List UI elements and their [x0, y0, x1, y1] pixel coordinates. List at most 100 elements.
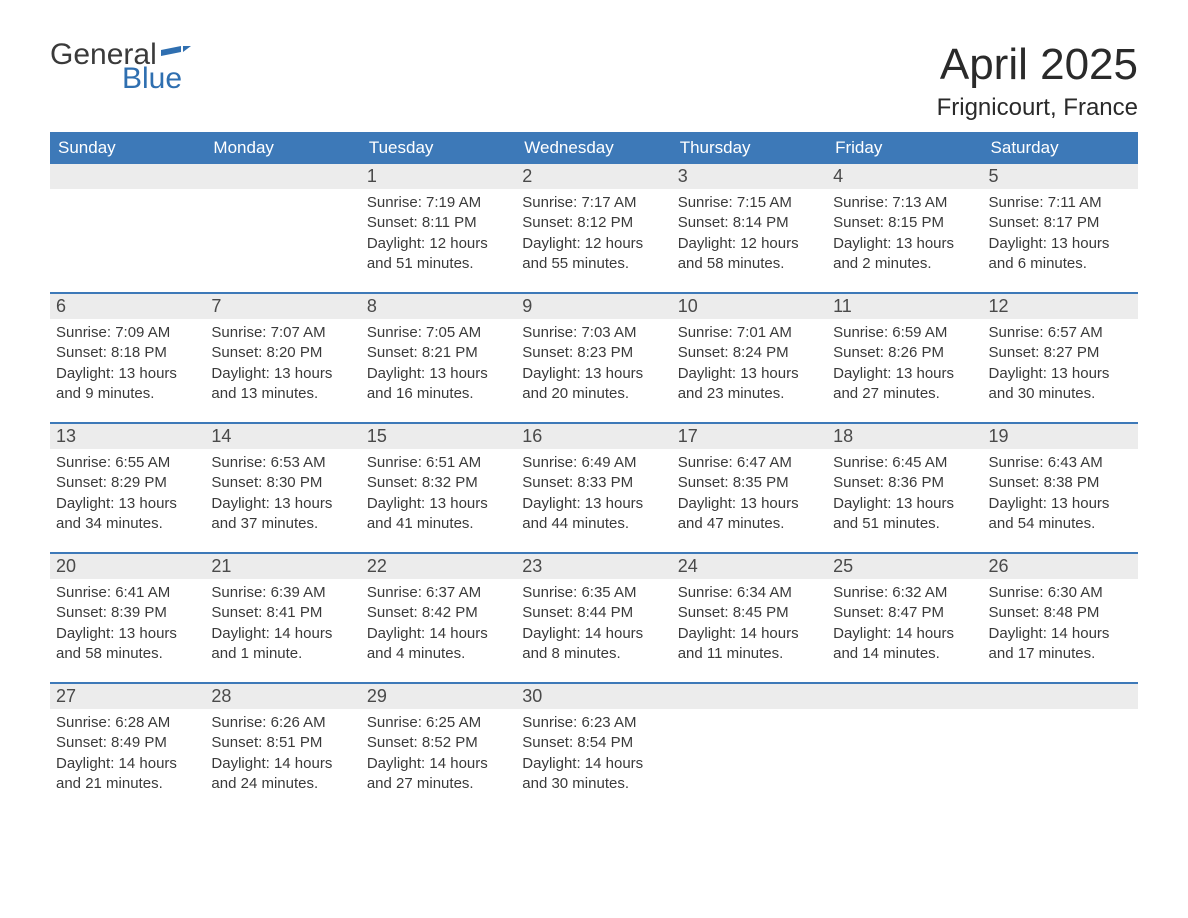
day-cell: 3Sunrise: 7:15 AMSunset: 8:14 PMDaylight… — [672, 164, 827, 292]
sunrise-line: Sunrise: 6:45 AM — [833, 453, 976, 473]
day-body: Sunrise: 6:41 AMSunset: 8:39 PMDaylight:… — [50, 579, 205, 670]
day-number: 24 — [678, 556, 698, 576]
day-number: 27 — [56, 686, 76, 706]
day-number-row: 17 — [672, 424, 827, 449]
day-number-row: 9 — [516, 294, 671, 319]
day-number-row: 4 — [827, 164, 982, 189]
weekday-header: SundayMondayTuesdayWednesdayThursdayFrid… — [50, 132, 1138, 164]
sunset-line: Sunset: 8:47 PM — [833, 603, 976, 623]
day-cell: 28Sunrise: 6:26 AMSunset: 8:51 PMDayligh… — [205, 684, 360, 812]
sunrise-line: Sunrise: 7:13 AM — [833, 193, 976, 213]
sunrise-line: Sunrise: 6:53 AM — [211, 453, 354, 473]
weekday-friday: Friday — [827, 132, 982, 164]
day-number-row: 15 — [361, 424, 516, 449]
day-cell: 9Sunrise: 7:03 AMSunset: 8:23 PMDaylight… — [516, 294, 671, 422]
day-number-row: 1 — [361, 164, 516, 189]
sunset-line: Sunset: 8:35 PM — [678, 473, 821, 493]
day-body: Sunrise: 6:25 AMSunset: 8:52 PMDaylight:… — [361, 709, 516, 800]
daylight-line: Daylight: 13 hours and 34 minutes. — [56, 494, 199, 535]
sunrise-line: Sunrise: 6:25 AM — [367, 713, 510, 733]
day-body: Sunrise: 6:59 AMSunset: 8:26 PMDaylight:… — [827, 319, 982, 410]
daylight-line: Daylight: 14 hours and 24 minutes. — [211, 754, 354, 795]
sunrise-line: Sunrise: 6:30 AM — [989, 583, 1132, 603]
daylight-line: Daylight: 13 hours and 51 minutes. — [833, 494, 976, 535]
weekday-tuesday: Tuesday — [361, 132, 516, 164]
sunset-line: Sunset: 8:52 PM — [367, 733, 510, 753]
day-cell: 15Sunrise: 6:51 AMSunset: 8:32 PMDayligh… — [361, 424, 516, 552]
day-number: 13 — [56, 426, 76, 446]
day-body: Sunrise: 6:32 AMSunset: 8:47 PMDaylight:… — [827, 579, 982, 670]
daylight-line: Daylight: 13 hours and 30 minutes. — [989, 364, 1132, 405]
day-body: Sunrise: 6:39 AMSunset: 8:41 PMDaylight:… — [205, 579, 360, 670]
day-cell: 4Sunrise: 7:13 AMSunset: 8:15 PMDaylight… — [827, 164, 982, 292]
sunrise-line: Sunrise: 6:43 AM — [989, 453, 1132, 473]
day-cell: 1Sunrise: 7:19 AMSunset: 8:11 PMDaylight… — [361, 164, 516, 292]
day-number: 25 — [833, 556, 853, 576]
empty-cell — [50, 164, 205, 292]
day-number-row: 16 — [516, 424, 671, 449]
sunrise-line: Sunrise: 6:34 AM — [678, 583, 821, 603]
day-body: Sunrise: 6:28 AMSunset: 8:49 PMDaylight:… — [50, 709, 205, 800]
weekday-thursday: Thursday — [672, 132, 827, 164]
week-row: 1Sunrise: 7:19 AMSunset: 8:11 PMDaylight… — [50, 164, 1138, 292]
daylight-line: Daylight: 14 hours and 1 minute. — [211, 624, 354, 665]
day-cell: 24Sunrise: 6:34 AMSunset: 8:45 PMDayligh… — [672, 554, 827, 682]
sunset-line: Sunset: 8:39 PM — [56, 603, 199, 623]
sunset-line: Sunset: 8:30 PM — [211, 473, 354, 493]
sunrise-line: Sunrise: 6:26 AM — [211, 713, 354, 733]
day-number: 19 — [989, 426, 1009, 446]
daylight-line: Daylight: 13 hours and 41 minutes. — [367, 494, 510, 535]
day-number: 29 — [367, 686, 387, 706]
day-number: 15 — [367, 426, 387, 446]
sunset-line: Sunset: 8:11 PM — [367, 213, 510, 233]
sunrise-line: Sunrise: 6:37 AM — [367, 583, 510, 603]
sunset-line: Sunset: 8:15 PM — [833, 213, 976, 233]
sunset-line: Sunset: 8:14 PM — [678, 213, 821, 233]
day-number: 22 — [367, 556, 387, 576]
day-number-row: 12 — [983, 294, 1138, 319]
week-row: 20Sunrise: 6:41 AMSunset: 8:39 PMDayligh… — [50, 552, 1138, 682]
day-number-row: 20 — [50, 554, 205, 579]
day-cell: 8Sunrise: 7:05 AMSunset: 8:21 PMDaylight… — [361, 294, 516, 422]
sunset-line: Sunset: 8:17 PM — [989, 213, 1132, 233]
day-cell: 7Sunrise: 7:07 AMSunset: 8:20 PMDaylight… — [205, 294, 360, 422]
day-body: Sunrise: 6:30 AMSunset: 8:48 PMDaylight:… — [983, 579, 1138, 670]
logo-word-blue: Blue — [122, 64, 191, 94]
sunrise-line: Sunrise: 7:19 AM — [367, 193, 510, 213]
sunrise-line: Sunrise: 6:32 AM — [833, 583, 976, 603]
day-body: Sunrise: 6:53 AMSunset: 8:30 PMDaylight:… — [205, 449, 360, 540]
sunrise-line: Sunrise: 6:28 AM — [56, 713, 199, 733]
day-cell: 14Sunrise: 6:53 AMSunset: 8:30 PMDayligh… — [205, 424, 360, 552]
day-number-row: 23 — [516, 554, 671, 579]
empty-cell — [983, 684, 1138, 812]
sunset-line: Sunset: 8:23 PM — [522, 343, 665, 363]
week-row: 6Sunrise: 7:09 AMSunset: 8:18 PMDaylight… — [50, 292, 1138, 422]
weekday-wednesday: Wednesday — [516, 132, 671, 164]
sunset-line: Sunset: 8:20 PM — [211, 343, 354, 363]
day-number-row: 25 — [827, 554, 982, 579]
sunrise-line: Sunrise: 6:35 AM — [522, 583, 665, 603]
day-cell: 10Sunrise: 7:01 AMSunset: 8:24 PMDayligh… — [672, 294, 827, 422]
day-number: 23 — [522, 556, 542, 576]
daylight-line: Daylight: 13 hours and 23 minutes. — [678, 364, 821, 405]
daylight-line: Daylight: 14 hours and 8 minutes. — [522, 624, 665, 665]
day-body: Sunrise: 7:07 AMSunset: 8:20 PMDaylight:… — [205, 319, 360, 410]
day-cell: 16Sunrise: 6:49 AMSunset: 8:33 PMDayligh… — [516, 424, 671, 552]
daylight-line: Daylight: 13 hours and 44 minutes. — [522, 494, 665, 535]
day-cell: 22Sunrise: 6:37 AMSunset: 8:42 PMDayligh… — [361, 554, 516, 682]
day-number-row: 5 — [983, 164, 1138, 189]
day-cell: 21Sunrise: 6:39 AMSunset: 8:41 PMDayligh… — [205, 554, 360, 682]
day-cell: 26Sunrise: 6:30 AMSunset: 8:48 PMDayligh… — [983, 554, 1138, 682]
day-body: Sunrise: 6:23 AMSunset: 8:54 PMDaylight:… — [516, 709, 671, 800]
day-cell: 18Sunrise: 6:45 AMSunset: 8:36 PMDayligh… — [827, 424, 982, 552]
sunset-line: Sunset: 8:51 PM — [211, 733, 354, 753]
day-number: 8 — [367, 296, 377, 316]
weekday-saturday: Saturday — [983, 132, 1138, 164]
day-cell: 2Sunrise: 7:17 AMSunset: 8:12 PMDaylight… — [516, 164, 671, 292]
calendar-page: General Blue April 2025 Frignicourt, Fra… — [0, 0, 1188, 842]
day-body: Sunrise: 6:43 AMSunset: 8:38 PMDaylight:… — [983, 449, 1138, 540]
day-number-row — [672, 684, 827, 709]
day-number: 11 — [833, 296, 852, 316]
day-number — [56, 166, 61, 186]
sunrise-line: Sunrise: 6:57 AM — [989, 323, 1132, 343]
